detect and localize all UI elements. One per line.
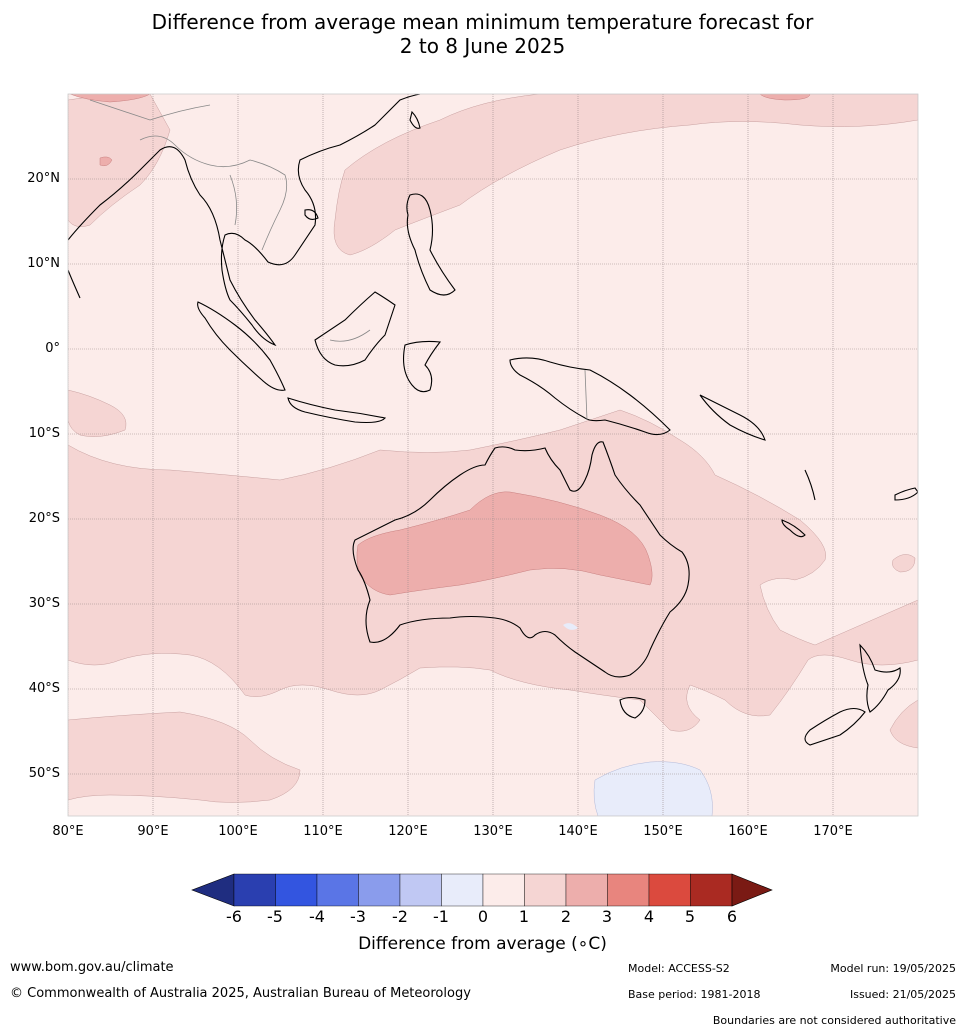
colorbar-tick: 5 <box>684 907 696 926</box>
lon-label-90e: 90°E <box>137 824 169 839</box>
base-period-text: Base period: 1981-2018 <box>628 988 761 1001</box>
lat-label-50s: 50°S <box>28 766 60 781</box>
colorbar-swatch <box>524 873 567 907</box>
colorbar-tick: 0 <box>477 907 489 926</box>
lat-label-20s: 20°S <box>28 511 60 526</box>
java-coastline <box>287 397 387 424</box>
lon-label-110e: 110°E <box>303 824 343 839</box>
australia-coastline <box>352 441 690 678</box>
lon-label-120e: 120°E <box>388 824 428 839</box>
colorbar-tick: 3 <box>601 907 613 926</box>
colorbar-tick: -4 <box>309 907 325 926</box>
copyright-text: © Commonwealth of Australia 2025, Austra… <box>10 986 471 1001</box>
colorbar-extend-high <box>731 873 773 907</box>
taiwan-coastline <box>409 110 421 129</box>
model-run-text: Model run: 19/05/2025 <box>830 962 956 975</box>
colorbar-tick: 6 <box>726 907 738 926</box>
model-text: Model: ACCESS-S2 <box>628 962 730 975</box>
disclaimer-text: Boundaries are not considered authoritat… <box>712 1014 956 1027</box>
lon-label-140e: 140°E <box>558 824 598 839</box>
colorbar-swatch <box>648 873 691 907</box>
sulawesi-coastline <box>403 340 442 393</box>
colorbar-tick: -6 <box>226 907 242 926</box>
lat-label-20n: 20°N <box>27 171 60 186</box>
anomaly-minus1-0-region <box>593 761 713 816</box>
fiji-coastline <box>894 487 918 501</box>
colorbar-swatch <box>565 873 608 907</box>
philippines-coastline <box>406 193 456 296</box>
lon-label-100e: 100°E <box>218 824 258 839</box>
colorbar-label: Difference from average (∘C) <box>358 934 607 954</box>
coastlines <box>68 94 918 746</box>
colorbar-tick: -3 <box>350 907 366 926</box>
tasmania-coastline <box>619 696 646 719</box>
country-borders <box>89 99 588 421</box>
colorbar-swatch <box>316 873 359 907</box>
issued-text: Issued: 21/05/2025 <box>849 988 956 1001</box>
colorbar-swatch <box>399 873 442 907</box>
borneo-coastline <box>314 291 396 367</box>
map-title: Difference from average mean minimum tem… <box>0 10 965 58</box>
colorbar <box>191 873 773 907</box>
colorbar-tick: 4 <box>643 907 655 926</box>
lon-label-170e: 170°E <box>813 824 853 839</box>
colorbar-swatch <box>358 873 401 907</box>
lon-label-130e: 130°E <box>473 824 513 839</box>
title-line-2: 2 to 8 June 2025 <box>399 34 566 58</box>
colorbar-tick: -5 <box>267 907 283 926</box>
lat-label-10s: 10°S <box>28 426 60 441</box>
lat-label-30s: 30°S <box>28 596 60 611</box>
colorbar-tick: 1 <box>518 907 530 926</box>
lon-label-80e: 80°E <box>52 824 84 839</box>
colorbar-extend-low <box>191 873 235 907</box>
colorbar-swatch <box>607 873 650 907</box>
colorbar-swatch <box>441 873 484 907</box>
colorbar-tick: -1 <box>433 907 449 926</box>
lat-label-40s: 40°S <box>28 681 60 696</box>
new-guinea-coastline <box>509 357 671 436</box>
new-zealand-north-coastline <box>859 643 901 713</box>
colorbar-swatch <box>690 873 733 907</box>
anomaly-2-3-regions <box>69 94 811 596</box>
lat-label-10n: 10°N <box>27 256 60 271</box>
solomon-islands-coastline <box>699 394 766 441</box>
title-line-1: Difference from average mean minimum tem… <box>151 10 814 34</box>
new-caledonia-coastline <box>781 519 806 538</box>
hainan-coastline <box>304 209 319 221</box>
lon-label-150e: 150°E <box>643 824 683 839</box>
anomaly-minus1-0-patch <box>563 623 578 630</box>
mainland-asia-coastline <box>68 94 421 347</box>
vanuatu-coastline <box>804 469 816 501</box>
india-coastline <box>68 269 81 299</box>
lat-label-0: 0° <box>45 341 60 356</box>
new-zealand-south-coastline <box>804 707 866 746</box>
colorbar-tick: -2 <box>392 907 408 926</box>
site-link[interactable]: www.bom.gov.au/climate <box>10 960 174 975</box>
colorbar-swatch <box>275 873 318 907</box>
graticule <box>68 94 918 816</box>
colorbar-tick: 2 <box>560 907 572 926</box>
colorbar-swatch <box>233 873 276 907</box>
sumatra-coastline <box>197 301 286 391</box>
map-frame <box>67 93 919 817</box>
lon-label-160e: 160°E <box>728 824 768 839</box>
colorbar-swatch <box>482 873 525 907</box>
